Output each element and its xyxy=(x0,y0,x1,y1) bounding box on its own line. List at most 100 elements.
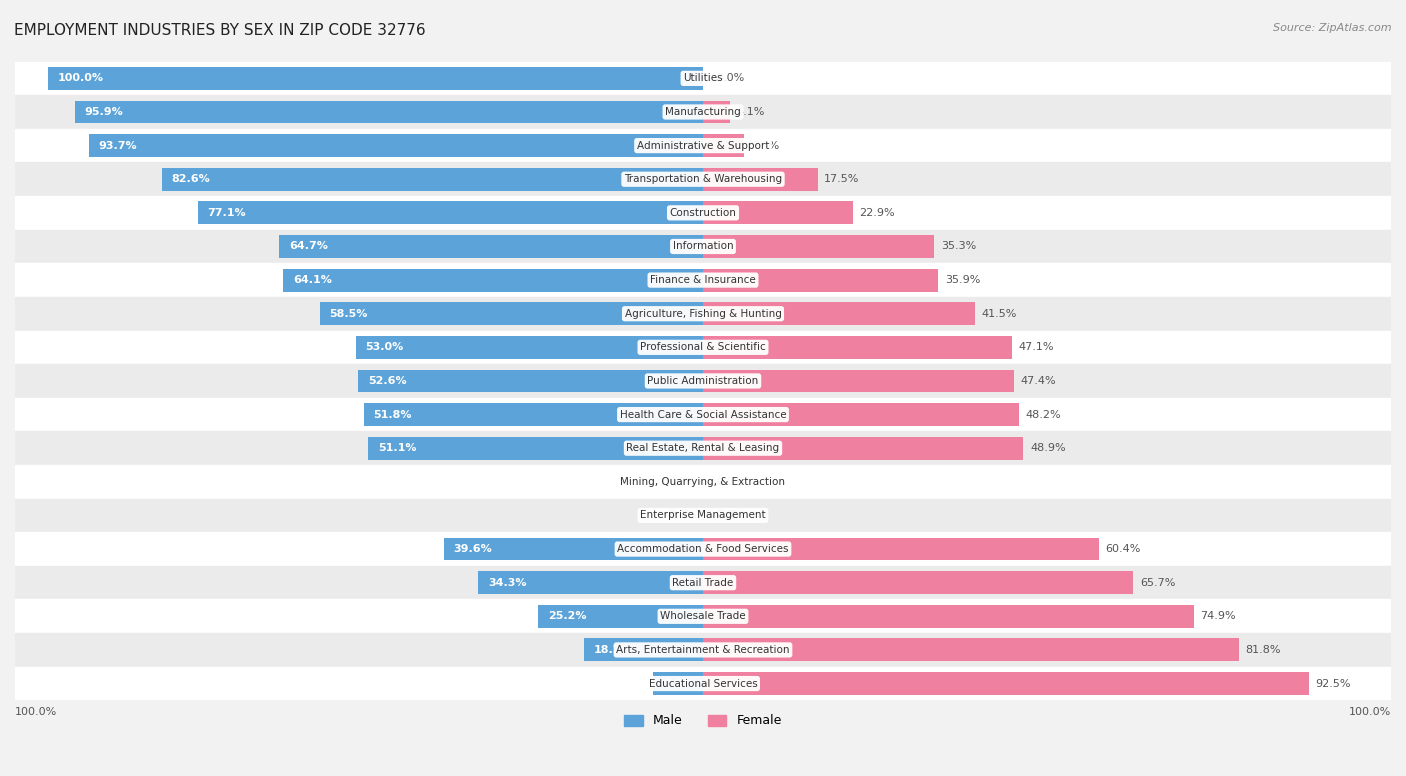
Text: 92.5%: 92.5% xyxy=(1316,678,1351,688)
Bar xyxy=(15,129,1391,162)
Text: Real Estate, Rental & Leasing: Real Estate, Rental & Leasing xyxy=(627,443,779,453)
Bar xyxy=(703,336,1012,359)
Bar xyxy=(364,404,703,426)
Bar xyxy=(15,633,1391,667)
Text: 7.6%: 7.6% xyxy=(664,678,695,688)
Bar xyxy=(368,437,703,459)
Text: Agriculture, Fishing & Hunting: Agriculture, Fishing & Hunting xyxy=(624,309,782,319)
Text: 35.9%: 35.9% xyxy=(945,275,980,285)
Bar xyxy=(15,196,1391,230)
Text: 77.1%: 77.1% xyxy=(208,208,246,218)
Bar xyxy=(278,235,703,258)
Text: 34.3%: 34.3% xyxy=(488,577,527,587)
Bar xyxy=(703,268,938,292)
Bar xyxy=(703,134,744,157)
Text: Arts, Entertainment & Recreation: Arts, Entertainment & Recreation xyxy=(616,645,790,655)
Text: 93.7%: 93.7% xyxy=(98,140,138,151)
Bar xyxy=(15,162,1391,196)
Bar xyxy=(703,605,1194,628)
Bar xyxy=(15,600,1391,633)
Text: 25.2%: 25.2% xyxy=(548,611,586,622)
Text: 47.4%: 47.4% xyxy=(1021,376,1056,386)
Text: 81.8%: 81.8% xyxy=(1246,645,1281,655)
Bar xyxy=(15,61,1391,95)
Bar xyxy=(703,168,818,191)
Text: Construction: Construction xyxy=(669,208,737,218)
Text: 64.1%: 64.1% xyxy=(292,275,332,285)
Text: 0.0%: 0.0% xyxy=(716,74,744,83)
Text: 51.8%: 51.8% xyxy=(374,410,412,420)
Text: Educational Services: Educational Services xyxy=(648,678,758,688)
Text: 48.9%: 48.9% xyxy=(1031,443,1066,453)
Bar xyxy=(703,202,853,224)
Text: 0.0%: 0.0% xyxy=(716,511,744,521)
Text: 0.0%: 0.0% xyxy=(668,476,696,487)
Bar xyxy=(15,499,1391,532)
Text: 6.3%: 6.3% xyxy=(751,140,779,151)
Bar xyxy=(703,571,1133,594)
Text: 100.0%: 100.0% xyxy=(58,74,104,83)
Bar xyxy=(162,168,703,191)
Bar xyxy=(15,331,1391,364)
Bar xyxy=(48,67,703,90)
Text: 100.0%: 100.0% xyxy=(15,707,58,717)
Text: Health Care & Social Assistance: Health Care & Social Assistance xyxy=(620,410,786,420)
Text: 48.2%: 48.2% xyxy=(1025,410,1062,420)
Bar xyxy=(15,667,1391,701)
Text: 41.5%: 41.5% xyxy=(981,309,1017,319)
Text: Enterprise Management: Enterprise Management xyxy=(640,511,766,521)
Bar xyxy=(703,404,1019,426)
Bar xyxy=(89,134,703,157)
Text: 58.5%: 58.5% xyxy=(329,309,368,319)
Bar xyxy=(198,202,703,224)
Bar xyxy=(703,235,935,258)
Text: Source: ZipAtlas.com: Source: ZipAtlas.com xyxy=(1274,23,1392,33)
Text: 22.9%: 22.9% xyxy=(859,208,896,218)
Legend: Male, Female: Male, Female xyxy=(619,709,787,733)
Text: 18.2%: 18.2% xyxy=(593,645,633,655)
Bar xyxy=(443,538,703,560)
Text: 82.6%: 82.6% xyxy=(172,175,211,184)
Text: Utilities: Utilities xyxy=(683,74,723,83)
Bar xyxy=(654,672,703,695)
Bar xyxy=(75,101,703,123)
Bar xyxy=(15,398,1391,431)
Text: 64.7%: 64.7% xyxy=(288,241,328,251)
Text: 65.7%: 65.7% xyxy=(1140,577,1175,587)
Bar xyxy=(15,230,1391,263)
Bar xyxy=(356,336,703,359)
Text: 4.1%: 4.1% xyxy=(737,107,765,117)
Text: 100.0%: 100.0% xyxy=(1348,707,1391,717)
Bar xyxy=(703,303,974,325)
Text: Professional & Scientific: Professional & Scientific xyxy=(640,342,766,352)
Text: Public Administration: Public Administration xyxy=(647,376,759,386)
Text: Finance & Insurance: Finance & Insurance xyxy=(650,275,756,285)
Bar xyxy=(703,672,1309,695)
Bar xyxy=(15,465,1391,499)
Text: 52.6%: 52.6% xyxy=(368,376,406,386)
Bar xyxy=(319,303,703,325)
Text: 53.0%: 53.0% xyxy=(366,342,404,352)
Text: 39.6%: 39.6% xyxy=(453,544,492,554)
Bar xyxy=(703,639,1239,661)
Text: 35.3%: 35.3% xyxy=(941,241,976,251)
Bar xyxy=(15,532,1391,566)
Text: Retail Trade: Retail Trade xyxy=(672,577,734,587)
Bar xyxy=(15,95,1391,129)
Bar xyxy=(703,437,1024,459)
Bar xyxy=(703,101,730,123)
Text: Administrative & Support: Administrative & Support xyxy=(637,140,769,151)
Bar xyxy=(478,571,703,594)
Text: 60.4%: 60.4% xyxy=(1105,544,1140,554)
Text: 0.0%: 0.0% xyxy=(668,511,696,521)
Text: Information: Information xyxy=(672,241,734,251)
Bar xyxy=(703,538,1098,560)
Text: Accommodation & Food Services: Accommodation & Food Services xyxy=(617,544,789,554)
Bar xyxy=(15,297,1391,331)
Bar xyxy=(359,369,703,393)
Text: Manufacturing: Manufacturing xyxy=(665,107,741,117)
Text: 47.1%: 47.1% xyxy=(1018,342,1053,352)
Text: EMPLOYMENT INDUSTRIES BY SEX IN ZIP CODE 32776: EMPLOYMENT INDUSTRIES BY SEX IN ZIP CODE… xyxy=(14,23,426,38)
Bar xyxy=(283,268,703,292)
Text: 0.0%: 0.0% xyxy=(716,476,744,487)
